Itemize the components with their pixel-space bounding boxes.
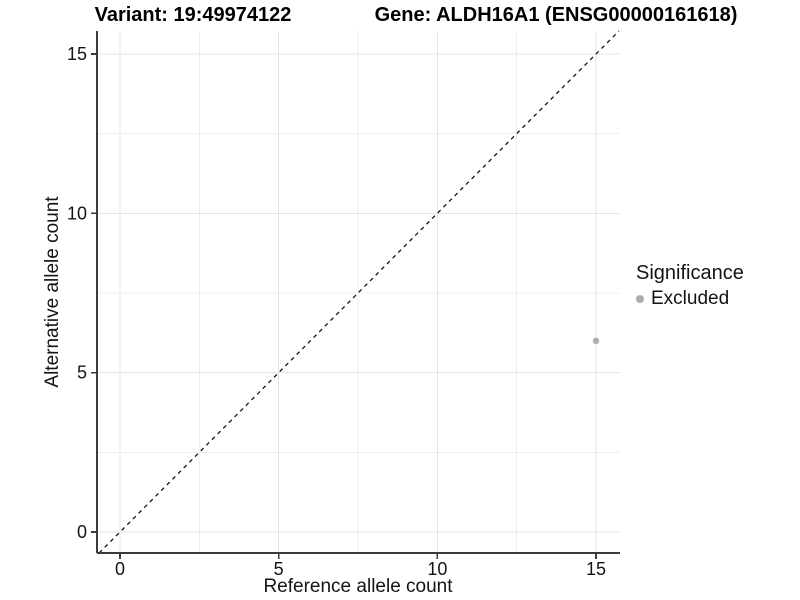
variant-title: Variant: 19:49974122	[94, 4, 292, 26]
legend-item-excluded: Excluded	[636, 288, 744, 310]
x-tick-label: 15	[586, 559, 606, 579]
x-tick-label: 10	[427, 559, 447, 579]
y-tick-label: 0	[77, 522, 87, 542]
x-axis-label: Reference allele count	[263, 576, 453, 597]
x-tick-label: 0	[115, 559, 125, 579]
identity-line	[98, 30, 620, 554]
y-tick-label: 15	[67, 44, 87, 64]
gene-title: Gene: ALDH16A1 (ENSG00000161618)	[374, 4, 738, 26]
legend-item-label: Excluded	[651, 288, 730, 309]
legend-point-icon	[636, 295, 644, 303]
x-tick-label: 5	[274, 559, 284, 579]
legend: Significance Excluded	[636, 262, 744, 310]
y-tick-label: 5	[77, 363, 87, 383]
data-point	[592, 337, 600, 344]
y-tick-label: 10	[67, 203, 87, 223]
legend-title: Significance	[636, 262, 744, 284]
y-axis-label: Alternative allele count	[42, 196, 63, 388]
